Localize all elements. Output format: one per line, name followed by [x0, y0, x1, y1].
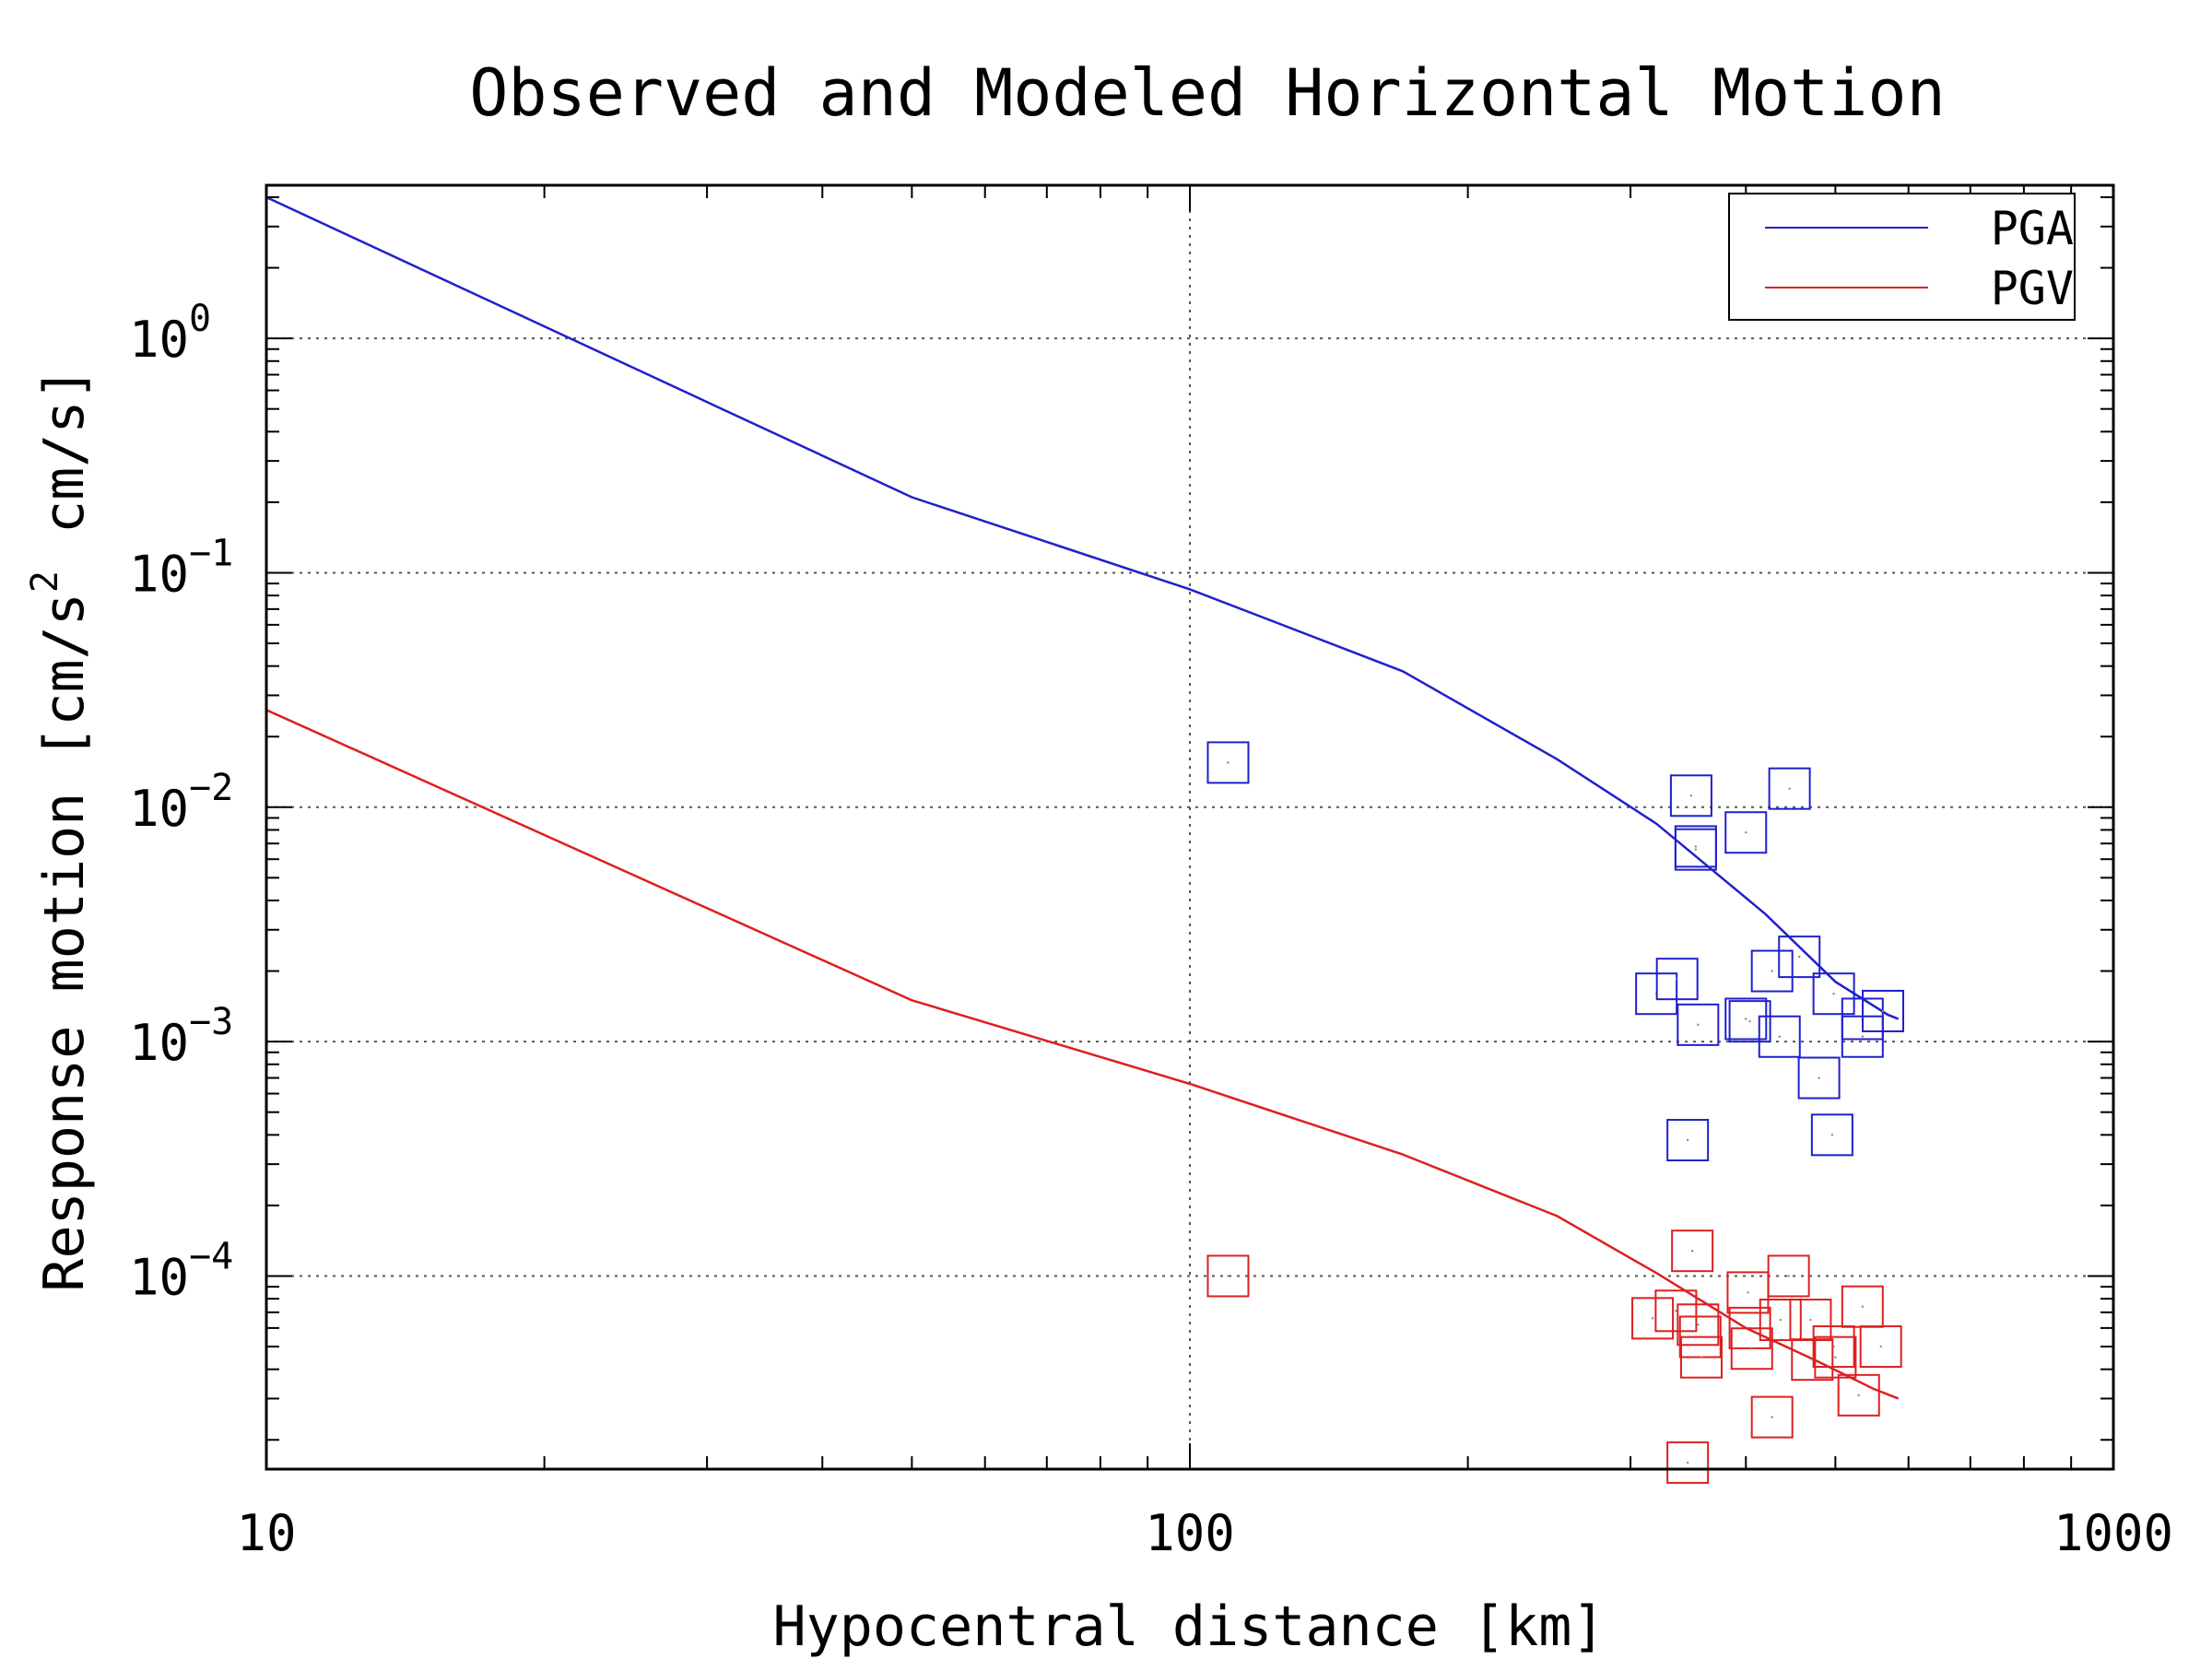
y-axis-label-unit: cm/s] [32, 367, 97, 534]
marker-center-dot [1830, 1134, 1834, 1136]
marker-pgv [1859, 1325, 1902, 1369]
marker-pgv [1767, 1254, 1810, 1298]
legend: PGA PGV [1728, 193, 2076, 321]
marker-pga [1666, 1118, 1710, 1161]
marker-center-dot [1861, 1305, 1865, 1308]
marker-center-dot [1832, 1345, 1835, 1348]
marker-center-dot [1750, 1347, 1753, 1350]
marker-pgv [1666, 1441, 1710, 1484]
y-tick-label: 10−3 [129, 1001, 233, 1072]
marker-center-dot [1748, 1019, 1751, 1023]
marker-center-dot [1809, 1318, 1812, 1322]
marker-pga [1758, 1015, 1801, 1058]
y-axis-label-main: Response motion [cm/s [32, 593, 97, 1292]
marker-center-dot [1788, 787, 1791, 790]
marker-pga [1669, 774, 1712, 818]
marker-center-dot [1694, 845, 1698, 848]
marker-center-dot [1771, 1416, 1773, 1418]
marker-center-dot [1798, 955, 1801, 959]
y-tick-labels: 100 10−1 10−2 10−3 10−4 [129, 298, 233, 1306]
y-tick-label: 10−4 [129, 1235, 233, 1306]
x-axis-label: Hypocentral distance [km] [772, 1594, 1605, 1659]
marker-pgv [1679, 1335, 1723, 1379]
marker-pgv [1812, 1325, 1855, 1369]
legend-label-pga: PGA [1991, 202, 2074, 255]
grid-lines [266, 185, 2113, 1469]
marker-center-dot [1694, 848, 1698, 851]
plot-frame [265, 183, 2115, 1471]
marker-pgv [1759, 1299, 1802, 1342]
marker-center-dot [1879, 1345, 1882, 1348]
marker-center-dot [1861, 1035, 1865, 1038]
marker-pga [1778, 935, 1821, 979]
marker-pga [1728, 1000, 1771, 1043]
y-axis-label-superscript: 2 [24, 571, 66, 593]
marker-center-dot [1227, 1275, 1230, 1277]
marker-center-dot [1745, 1018, 1747, 1020]
marker-pga [1768, 767, 1811, 810]
marker-pga [1810, 1113, 1853, 1157]
marker-center-dot [1818, 1077, 1820, 1079]
marker-center-dot [1686, 1461, 1689, 1465]
y-tick-label: 10−1 [129, 532, 233, 603]
marker-pga [1724, 997, 1768, 1041]
marker-center-dot [1700, 1356, 1703, 1359]
x-tick-label: 10 [236, 1504, 296, 1562]
legend-box [1728, 193, 2076, 321]
marker-center-dot [1787, 1275, 1790, 1277]
marker-pgv [1730, 1327, 1773, 1371]
marker-pgv [1206, 1254, 1250, 1298]
marker-center-dot [1697, 1023, 1700, 1027]
marker-center-dot [1227, 761, 1230, 764]
marker-pga [1655, 958, 1699, 1001]
marker-pgv [1837, 1373, 1880, 1417]
marker-pgv [1671, 1230, 1714, 1273]
marker-center-dot [1832, 993, 1835, 995]
marker-center-dot [1834, 1356, 1837, 1359]
observed-markers [1206, 741, 1905, 1484]
marker-center-dot [1675, 1310, 1677, 1312]
marker-pga [1724, 811, 1768, 854]
marker-center-dot [1747, 1291, 1749, 1294]
marker-pga [1674, 828, 1717, 871]
marker-center-dot [1771, 970, 1773, 972]
marker-center-dot [1881, 1009, 1885, 1013]
x-tick-label: 100 [1145, 1504, 1235, 1562]
marker-pgv [1654, 1289, 1698, 1333]
marker-center-dot [1651, 1317, 1654, 1320]
marker-pgv [1791, 1338, 1834, 1382]
marker-pgv [1750, 1395, 1794, 1439]
marker-center-dot [1690, 1249, 1694, 1253]
marker-center-dot [1697, 1324, 1700, 1326]
marker-center-dot [1857, 1394, 1860, 1397]
marker-pga [1862, 989, 1905, 1032]
legend-label-pgv: PGV [1991, 262, 2074, 315]
marker-pga [1677, 1003, 1720, 1046]
marker-pgv [1814, 1335, 1857, 1379]
marker-pgv [1677, 1303, 1720, 1347]
x-tick-label: 1000 [2053, 1504, 2173, 1562]
chart-title: Observed and Modeled Horizontal Motion [469, 55, 1945, 131]
marker-center-dot [1745, 831, 1747, 834]
marker-pga [1812, 972, 1855, 1016]
marker-center-dot [1676, 977, 1678, 981]
marker-pgv [1631, 1297, 1675, 1340]
y-tick-label: 100 [129, 298, 211, 369]
marker-pga [1206, 741, 1250, 784]
marker-center-dot [1686, 1138, 1689, 1142]
marker-pga [1750, 949, 1794, 993]
marker-center-dot [1779, 1318, 1782, 1322]
y-tick-label: 10−2 [129, 767, 233, 838]
marker-pga [1797, 1056, 1841, 1100]
axis-ticks [265, 185, 2113, 1469]
x-tick-labels: 10 100 1000 [236, 1504, 2173, 1562]
marker-center-dot [1778, 1035, 1781, 1038]
y-axis-label: Response motion [cm/s2 cm/s] [24, 367, 97, 1291]
marker-center-dot [1689, 794, 1693, 797]
